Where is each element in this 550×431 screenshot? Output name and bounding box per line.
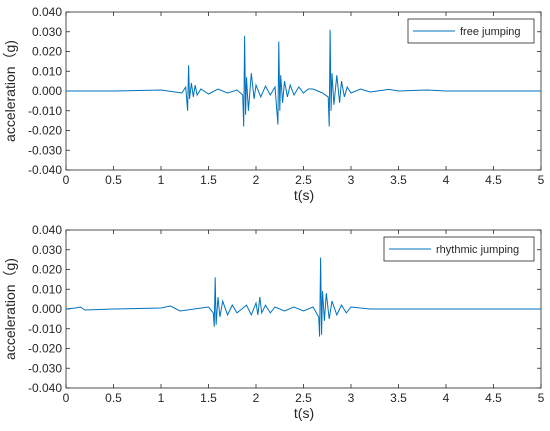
y-tick-label: -0.010: [28, 322, 62, 336]
x-tick-label: 2.5: [295, 173, 312, 187]
x-tick-label: 1.5: [200, 173, 217, 187]
x-tick-label: 2: [253, 173, 260, 187]
y-tick-label: -0.030: [28, 361, 62, 375]
legend-2: rhythmic jumping: [383, 236, 535, 262]
x-tick-label: 2.5: [295, 391, 312, 405]
y-tick-label: 0.010: [32, 282, 62, 296]
x-tick-label: 0: [63, 173, 70, 187]
y-tick-label: 0.020: [32, 45, 62, 59]
x-ticks-2: 0 0.5 1 1.5 2 2.5 3 3.5 4 4.5 5: [63, 230, 545, 405]
series-free-jumping: [66, 29, 541, 127]
x-tick-label: 4.5: [485, 173, 502, 187]
series-rhythmic-jumping: [65, 257, 541, 337]
y-tick-label: 0.000: [32, 84, 62, 98]
y-axis-label-2: acceleration（g): [2, 258, 18, 360]
chart-rhythmic-jumping: 0.040 0.030 0.020 0.010 0.000 -0.010 -0.020 -0.…: [2, 223, 545, 421]
y-tick-label: 0.040: [32, 223, 62, 237]
y-axis-label-1: acceleration（g): [2, 40, 18, 142]
x-tick-label: 5: [538, 391, 545, 405]
x-tick-label: 1: [158, 391, 165, 405]
y-tick-label: 0.030: [32, 243, 62, 257]
x-tick-label: 4: [443, 391, 450, 405]
y-tick-label: -0.020: [28, 124, 62, 138]
x-tick-label: 0.5: [105, 391, 122, 405]
x-tick-label: 0.5: [105, 173, 122, 187]
x-tick-label: 5: [538, 173, 545, 187]
y-tick-label: -0.010: [28, 104, 62, 118]
x-tick-label: 3: [348, 173, 355, 187]
x-ticks-1: 0 0.5 1 1.5 2 2.5 3 3.5 4 4.5 5: [63, 12, 545, 187]
x-tick-label: 1: [158, 173, 165, 187]
x-tick-label: 4.5: [485, 391, 502, 405]
x-tick-label: 0: [63, 391, 70, 405]
y-tick-label: -0.030: [28, 143, 62, 157]
y-tick-label: -0.040: [28, 163, 62, 177]
x-tick-label: 2: [253, 391, 260, 405]
y-tick-label: -0.040: [28, 381, 62, 395]
x-tick-label: 4: [443, 173, 450, 187]
x-axis-label-2: t(s): [294, 405, 314, 421]
x-tick-label: 1.5: [200, 391, 217, 405]
y-tick-label: 0.030: [32, 25, 62, 39]
legend-label-free-jumping: free jumping: [460, 26, 521, 38]
y-tick-label: 0.020: [32, 263, 62, 277]
x-tick-label: 3.5: [390, 391, 407, 405]
y-ticks-2: 0.040 0.030 0.020 0.010 0.000 -0.010 -0.020 -0.…: [28, 223, 541, 395]
x-axis-label-1: t(s): [294, 187, 314, 203]
chart-free-jumping: 0.040 0.030 0.020 0.010 0.000 -0.010 -0.020 -0.…: [2, 5, 545, 203]
legend-1: free jumping: [407, 18, 535, 44]
y-tick-label: 0.010: [32, 64, 62, 78]
legend-label-rhythmic-jumping: rhythmic jumping: [436, 244, 519, 256]
y-tick-label: 0.040: [32, 5, 62, 19]
y-tick-label: 0.000: [32, 302, 62, 316]
x-tick-label: 3.5: [390, 173, 407, 187]
y-tick-label: -0.020: [28, 342, 62, 356]
x-tick-label: 3: [348, 391, 355, 405]
y-ticks-1: 0.040 0.030 0.020 0.010 0.000 -0.010 -0.020 -0.…: [28, 5, 541, 177]
